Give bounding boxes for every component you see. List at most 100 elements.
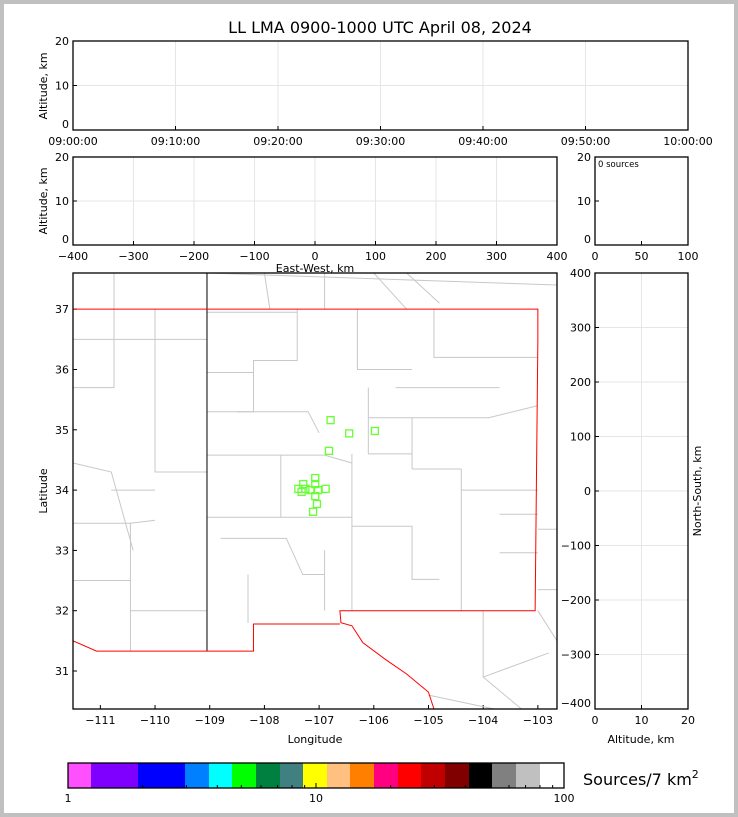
lightning-source-point — [345, 429, 354, 438]
ns-altitude-ytick-label: 200 — [570, 376, 591, 389]
lightning-source-point — [306, 485, 315, 495]
time-height-xtick-label: 09:30:00 — [356, 135, 405, 148]
lightning-source-point — [326, 415, 335, 425]
time-height-ytick-label: 0 — [62, 118, 69, 131]
ns-altitude-ytick-label: −300 — [561, 649, 591, 662]
county-border — [482, 652, 549, 678]
hist-annotation: 0 sources — [598, 160, 639, 170]
lightning-source-point — [370, 426, 380, 436]
county-border — [537, 610, 557, 642]
colorbar-segment — [492, 763, 516, 788]
altitude-histogram-xtick-label: 50 — [635, 250, 649, 263]
colorbar-segment — [303, 763, 327, 788]
ew-altitude-xtick-label: 0 — [312, 250, 319, 263]
time-height-xtick-label: 09:50:00 — [561, 135, 610, 148]
county-border — [237, 411, 320, 434]
plan-view-xtick-label: −104 — [468, 714, 498, 727]
colorbar-segment — [280, 763, 303, 788]
ns-altitude-ytick-label: 100 — [570, 431, 591, 444]
colorbar-segment — [68, 763, 91, 788]
county-border — [206, 273, 557, 286]
plan-view-ytick-label: 32 — [55, 605, 69, 618]
lightning-source-point — [312, 499, 322, 509]
plan-view-xtick-label: −111 — [85, 714, 115, 727]
colorbar-segment — [232, 763, 256, 788]
county-border — [73, 273, 115, 389]
time-height-xtick-label: 10:00:00 — [663, 135, 712, 148]
time-height-ytick-label: 10 — [55, 80, 69, 93]
colorbar-segment — [445, 763, 469, 788]
plan-view-xtick-label: −110 — [140, 714, 170, 727]
county-border — [130, 519, 156, 524]
county-border — [154, 309, 207, 473]
county-border — [220, 537, 325, 576]
ns-altitude-ytick-label: −400 — [561, 697, 591, 710]
ew-altitude-frame — [72, 156, 558, 246]
plan-view-frame — [72, 272, 558, 710]
ns-altitude-frame — [594, 272, 689, 710]
county-border — [433, 309, 538, 358]
ns-altitude-xtick-label: 20 — [681, 714, 695, 727]
altitude-histogram-ytick-label: 10 — [577, 195, 591, 208]
county-border — [206, 309, 298, 374]
ew-altitude-xtick-label: 400 — [547, 250, 568, 263]
county-border — [412, 405, 538, 419]
colorbar-segment — [138, 763, 185, 788]
colorbar-segment — [398, 763, 421, 788]
time-height-xtick-label: 09:40:00 — [458, 135, 507, 148]
ns-altitude-ytick-label: −200 — [561, 594, 591, 607]
county-border — [73, 462, 134, 551]
county-border — [206, 454, 353, 464]
county-border — [406, 273, 440, 304]
plan-view-xtick-label: −106 — [359, 714, 389, 727]
colorbar-segment — [516, 763, 540, 788]
lightning-source-point — [313, 485, 323, 495]
colorbar-label: Sources/7 km2 — [583, 768, 699, 789]
ew-ylabel: Altitude, km — [37, 167, 50, 234]
colorbar-tick-label: 100 — [554, 792, 575, 805]
time-height-xtick-label: 09:20:00 — [253, 135, 302, 148]
map-ylabel: Latitude — [37, 468, 50, 514]
county-border — [428, 694, 495, 709]
ns-altitude-ytick-label: 400 — [570, 267, 591, 280]
county-border — [373, 273, 407, 310]
colorbar-segment — [469, 763, 492, 788]
map-xlabel: Longitude — [288, 733, 343, 746]
ns-altitude-ytick-label: 300 — [570, 322, 591, 335]
plan-view-xtick-label: −109 — [195, 714, 225, 727]
colorbar-frame — [67, 762, 565, 789]
ew-altitude-xtick-label: 300 — [486, 250, 507, 263]
plan-view-ytick-label: 34 — [55, 484, 69, 497]
plan-view-xtick-label: −105 — [413, 714, 443, 727]
ns-altitude-xtick-label: 0 — [592, 714, 599, 727]
lightning-source-point — [311, 479, 320, 489]
colorbar-segment — [256, 763, 280, 788]
ns-altitude-xtick-label: 10 — [635, 714, 649, 727]
plan-view-xtick-label: −108 — [249, 714, 279, 727]
lightning-source-point — [324, 446, 334, 456]
colorbar-segment — [209, 763, 232, 788]
colorbar-segment — [374, 763, 398, 788]
county-border — [356, 309, 413, 370]
time-height-ytick-label: 20 — [55, 35, 69, 48]
altitude-histogram-xtick-label: 0 — [592, 250, 599, 263]
ew-altitude-xtick-label: −400 — [58, 250, 88, 263]
ew-altitude-ytick-label: 20 — [55, 151, 69, 164]
county-border — [367, 387, 413, 455]
altitude-histogram-ytick-label: 20 — [577, 151, 591, 164]
ew-altitude-ytick-label: 10 — [55, 195, 69, 208]
plan-view-ytick-label: 31 — [55, 665, 69, 678]
plan-view-ytick-label: 36 — [55, 363, 69, 376]
colorbar-tick-label: 1 — [65, 792, 72, 805]
plan-view-xtick-label: −107 — [304, 714, 334, 727]
ns-altitude-ytick-label: −100 — [561, 540, 591, 553]
plan-view-ytick-label: 35 — [55, 424, 69, 437]
county-border — [263, 273, 271, 310]
figure-title: LL LMA 0900-1000 UTC April 08, 2024 — [228, 18, 532, 37]
time-ylabel: Altitude, km — [37, 52, 50, 119]
lightning-source-point — [311, 473, 320, 483]
time-height-xtick-label: 09:10:00 — [151, 135, 200, 148]
new-mexico-border — [73, 308, 539, 709]
plan-view-ytick-label: 37 — [55, 303, 69, 316]
